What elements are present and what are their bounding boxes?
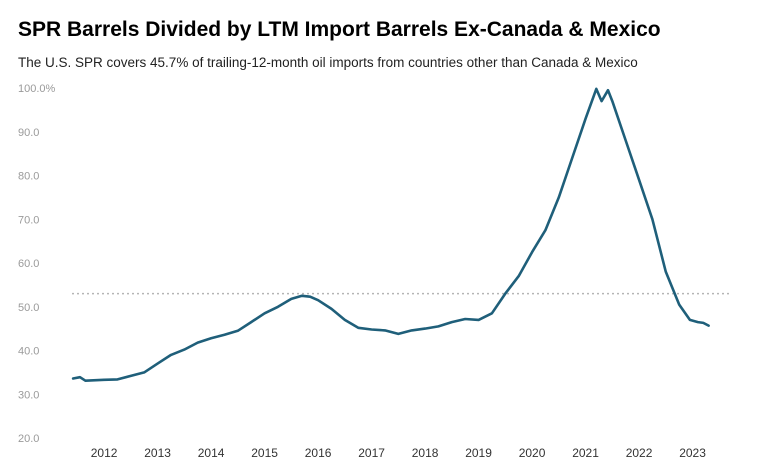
x-tick-label: 2023 [679,446,706,460]
x-tick-label: 2019 [465,446,492,460]
y-tick-label: 50.0 [18,302,39,314]
x-tick-label: 2021 [572,446,599,460]
x-tick-label: 2014 [198,446,225,460]
y-tick-label: 100.0% [18,83,56,95]
y-tick-label: 20.0 [18,433,39,445]
y-tick-label: 90.0 [18,127,39,139]
x-tick-label: 2016 [305,446,332,460]
x-axis-ticks: 2012 2013 2014 2015 2016 2017 2018 2019 2020 2021… [91,446,706,460]
x-tick-label: 2022 [626,446,653,460]
x-tick-label: 2018 [412,446,439,460]
chart-subtitle: The U.S. SPR covers 45.7% of trailing-12… [18,55,638,70]
chart-title: SPR Barrels Divided by LTM Import Barrel… [18,18,661,41]
y-tick-label: 40.0 [18,346,39,358]
x-tick-label: 2020 [519,446,546,460]
series-line [71,87,710,382]
y-tick-label: 70.0 [18,214,39,226]
y-tick-label: 30.0 [18,389,39,401]
x-tick-label: 2015 [251,446,278,460]
y-tick-label: 60.0 [18,258,39,270]
x-tick-label: 2017 [358,446,385,460]
x-tick-label: 2012 [91,446,118,460]
x-tick-label: 2013 [144,446,171,460]
y-axis-ticks: 100.0% 90.0 80.0 70.0 60.0 50.0 40.0 30.0 20.0 [18,83,56,445]
y-tick-label: 80.0 [18,171,39,183]
